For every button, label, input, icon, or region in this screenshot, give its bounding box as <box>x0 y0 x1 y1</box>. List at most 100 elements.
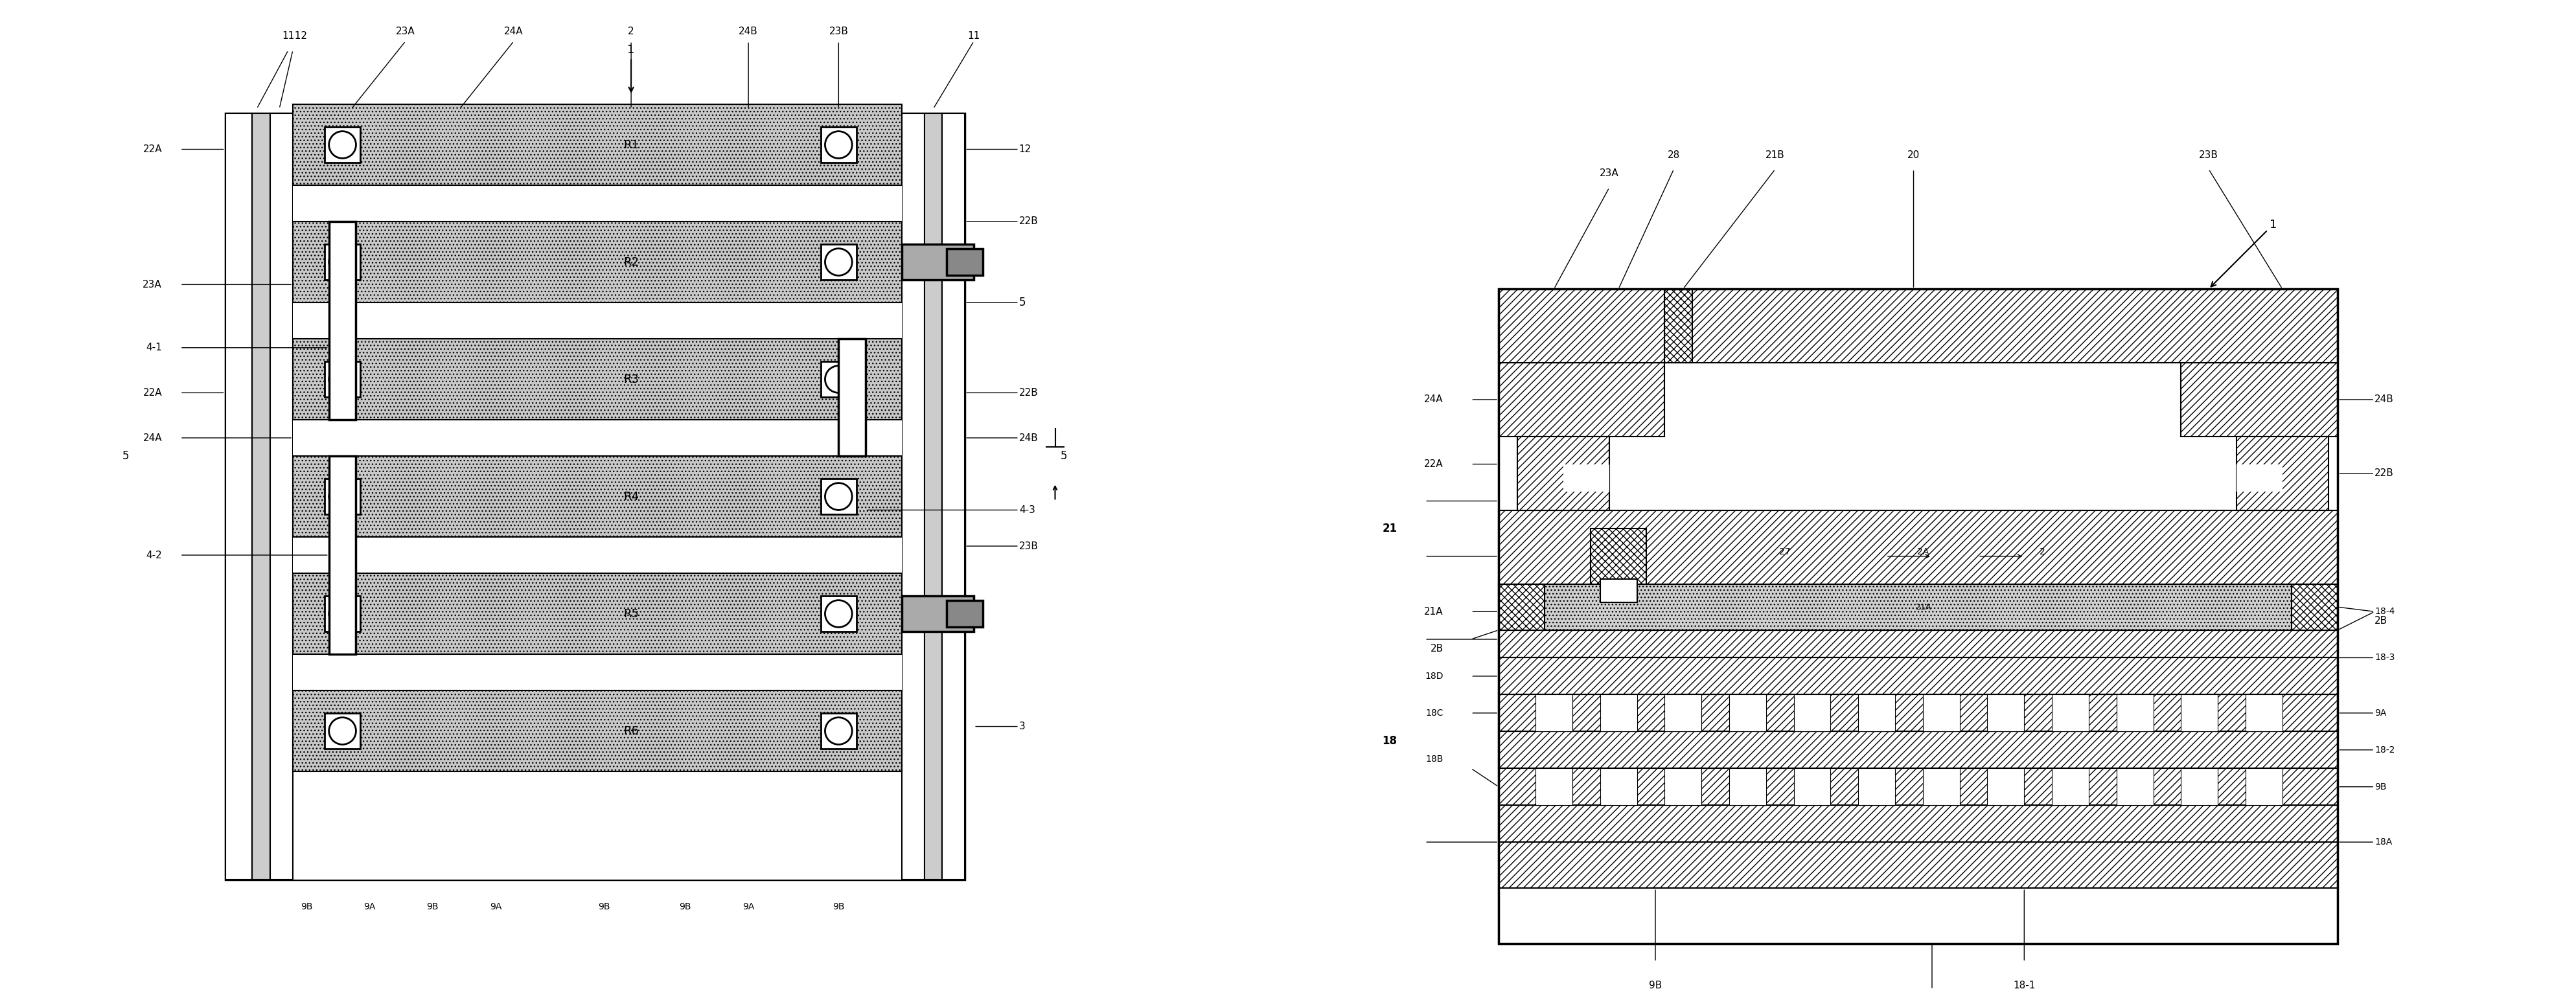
Text: 21: 21 <box>1383 523 1396 534</box>
Text: 24A: 24A <box>505 27 523 36</box>
Bar <box>330 221 355 420</box>
Text: 5: 5 <box>1020 297 1025 309</box>
Text: 24B: 24B <box>739 27 757 36</box>
Text: 2B: 2B <box>1430 643 1443 653</box>
Bar <box>2182 694 2218 731</box>
Bar <box>294 104 902 185</box>
Bar <box>270 113 294 880</box>
Bar <box>1564 464 1610 492</box>
Text: 18A: 18A <box>2375 838 2393 847</box>
Bar <box>943 113 966 880</box>
Text: 22B: 22B <box>1020 388 1038 398</box>
Text: R1: R1 <box>623 139 639 150</box>
Text: 24A: 24A <box>1425 395 1443 405</box>
Text: 9A: 9A <box>489 902 502 912</box>
Bar <box>1664 694 1703 731</box>
Text: 4-1: 4-1 <box>147 343 162 353</box>
Text: 18D: 18D <box>1425 671 1443 680</box>
Bar <box>1499 657 2339 694</box>
Text: 24A: 24A <box>142 433 162 443</box>
Text: 22A: 22A <box>142 144 162 154</box>
Text: 23B: 23B <box>829 27 848 36</box>
Text: 9B: 9B <box>598 902 611 912</box>
Text: 18-4: 18-4 <box>2375 607 2396 616</box>
Bar <box>325 126 361 162</box>
Circle shape <box>824 131 853 158</box>
Bar <box>1499 289 2339 944</box>
Text: 21B: 21B <box>1765 150 1785 160</box>
Bar <box>840 339 866 456</box>
Bar <box>325 478 361 515</box>
Text: 1: 1 <box>629 44 634 92</box>
Bar <box>902 595 974 631</box>
Text: 12: 12 <box>289 31 307 41</box>
Text: R4: R4 <box>623 491 639 502</box>
Text: 1: 1 <box>2210 218 2277 287</box>
Bar <box>1922 769 1960 806</box>
Bar <box>1664 769 1703 806</box>
Bar <box>902 244 974 281</box>
Circle shape <box>824 600 853 627</box>
Bar <box>2236 464 2282 492</box>
Bar <box>325 244 361 281</box>
Circle shape <box>330 483 355 510</box>
Bar <box>822 713 858 748</box>
Text: 22A: 22A <box>1425 459 1443 469</box>
Text: 9B: 9B <box>428 902 438 912</box>
Text: 2: 2 <box>629 27 634 36</box>
Circle shape <box>330 366 355 393</box>
Bar <box>294 113 902 880</box>
Circle shape <box>824 248 853 276</box>
Text: 9B: 9B <box>2375 783 2385 792</box>
Text: 9B: 9B <box>1649 980 1662 990</box>
Text: 24B: 24B <box>2375 395 2393 405</box>
Bar <box>948 248 984 276</box>
Bar <box>1517 437 1610 510</box>
Text: 11: 11 <box>283 31 294 41</box>
Bar <box>330 456 355 654</box>
Bar <box>1499 842 2339 888</box>
Bar <box>1499 363 1664 437</box>
Bar <box>925 113 943 880</box>
Text: 23B: 23B <box>2200 150 2218 160</box>
Bar <box>1600 579 1636 602</box>
Text: 24B: 24B <box>1020 433 1038 443</box>
Text: 18B: 18B <box>1425 755 1443 764</box>
Bar <box>2117 694 2154 731</box>
Bar <box>294 41 902 113</box>
Text: R6: R6 <box>623 725 639 736</box>
Bar <box>294 221 902 303</box>
Bar <box>1857 769 1896 806</box>
Bar <box>1600 769 1636 806</box>
Bar <box>902 113 925 880</box>
Bar <box>822 126 858 162</box>
Bar <box>2117 769 2154 806</box>
Bar <box>1922 694 1960 731</box>
Text: 18-3: 18-3 <box>2375 653 2396 662</box>
Bar <box>1499 584 1546 630</box>
Bar <box>252 113 270 880</box>
Text: 23B: 23B <box>1020 541 1038 551</box>
Bar <box>1857 694 1896 731</box>
Text: 23A: 23A <box>142 280 162 290</box>
Bar <box>294 690 902 772</box>
Bar <box>1535 769 1571 806</box>
Bar <box>294 474 902 573</box>
Bar <box>1535 694 1571 731</box>
Bar <box>822 595 858 631</box>
Text: 18: 18 <box>1383 734 1396 746</box>
Bar <box>1793 769 1832 806</box>
Bar <box>822 478 858 515</box>
Bar <box>294 357 902 456</box>
Text: 2: 2 <box>2040 547 2045 556</box>
Text: 9A: 9A <box>742 902 755 912</box>
Bar <box>1499 510 2339 584</box>
Bar <box>1728 769 1767 806</box>
Bar <box>1499 289 2339 363</box>
Text: 22B: 22B <box>1020 216 1038 226</box>
Bar <box>325 713 361 748</box>
Text: 22A: 22A <box>142 388 162 398</box>
Bar <box>822 244 858 281</box>
Bar <box>1499 584 2339 630</box>
Bar <box>1728 694 1767 731</box>
